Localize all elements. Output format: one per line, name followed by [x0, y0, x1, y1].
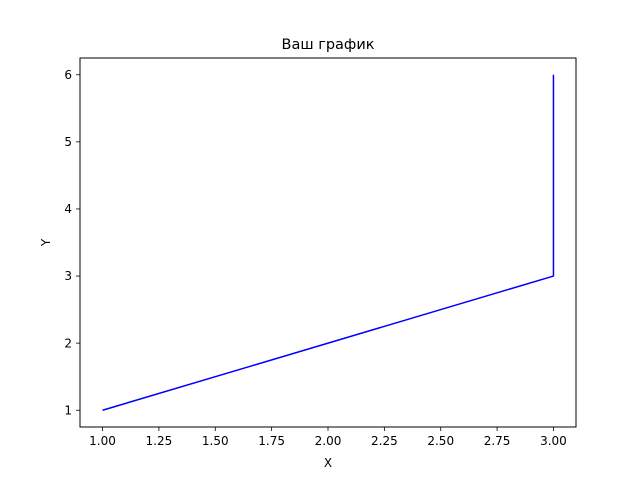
- y-tick-label: 5: [64, 135, 72, 149]
- x-tick-label: 1.50: [202, 434, 229, 448]
- x-tick-label: 3.00: [540, 434, 567, 448]
- y-tick-label: 4: [64, 202, 72, 216]
- y-tick-label: 2: [64, 336, 72, 350]
- x-tick-label: 2.75: [484, 434, 511, 448]
- chart-title: Ваш график: [282, 37, 375, 53]
- series-line-0: [102, 74, 555, 411]
- x-tick-label: 1.75: [258, 434, 285, 448]
- y-tick-label: 1: [64, 403, 72, 417]
- y-tick-label: 3: [64, 269, 72, 283]
- x-tick-label: 2.25: [371, 434, 398, 448]
- x-tick-label: 1.25: [146, 434, 173, 448]
- y-tick-label: 6: [64, 68, 72, 82]
- plot-area: [102, 74, 555, 411]
- y-axis: 1 2 3 4 5 6: [64, 68, 80, 417]
- x-tick-label: 2.00: [315, 434, 342, 448]
- y-axis-label: Y: [39, 238, 53, 247]
- x-tick-label: 1.00: [89, 434, 116, 448]
- x-axis-label: X: [324, 456, 332, 470]
- x-tick-label: 2.50: [427, 434, 454, 448]
- x-axis: 1.00 1.25 1.50 1.75 2.00 2.25 2.50 2.75 3.00: [89, 427, 567, 448]
